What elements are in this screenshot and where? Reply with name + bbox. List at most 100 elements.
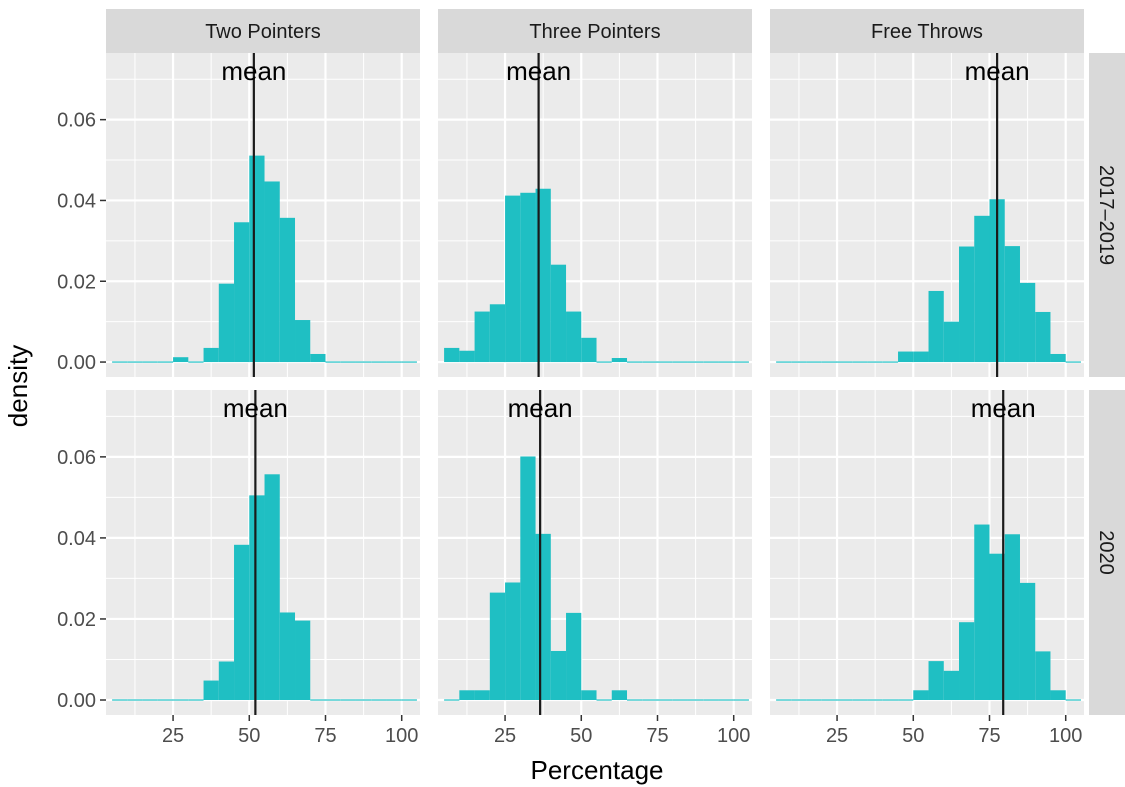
histogram-bar <box>218 283 235 363</box>
mean-label: mean <box>971 393 1036 423</box>
row-strip-label: 2017–2019 <box>1095 165 1117 265</box>
histogram-bar <box>386 361 402 363</box>
histogram-bar <box>340 699 356 701</box>
row-strip-label: 2020 <box>1095 530 1117 575</box>
y-tick-label: 0.06 <box>57 447 96 469</box>
histogram-bar <box>474 311 490 363</box>
facet-panel: mean <box>438 53 752 377</box>
histogram-bar <box>295 620 311 701</box>
histogram-bar <box>1050 353 1066 363</box>
histogram-bar <box>687 699 704 701</box>
histogram-bar <box>173 357 189 363</box>
y-axis-title: density <box>3 345 33 427</box>
histogram-bar <box>611 690 628 701</box>
histogram-bar <box>1004 246 1020 363</box>
facet-panel: mean <box>106 53 420 377</box>
x-tick-label: 25 <box>826 725 848 747</box>
histogram-bar <box>974 215 990 363</box>
histogram-bar <box>852 699 868 701</box>
axes-layer: 0.00 0.02 0.04 0.06 0.00 0.02 0.04 0.06 25 50 75 10… <box>57 110 1082 747</box>
facet-panel: mean <box>106 390 420 715</box>
histogram-bar <box>489 304 506 363</box>
panels-layer: Two Pointers Three Pointers Free Throws 201… <box>106 9 1125 715</box>
histogram-bar <box>596 699 612 701</box>
histogram-bar <box>520 192 536 363</box>
histogram-bar <box>882 699 899 701</box>
histogram-bar <box>401 361 417 363</box>
histogram-bar <box>127 699 143 701</box>
histogram-bar <box>355 361 372 363</box>
histogram-bar <box>989 553 1005 701</box>
column-strip-label: Two Pointers <box>205 21 321 43</box>
histogram-bar <box>687 361 704 363</box>
histogram-bar <box>566 612 582 701</box>
histogram-bar <box>566 311 582 363</box>
histogram-bar <box>295 320 311 363</box>
histogram-bar <box>264 474 280 701</box>
y-tick-label: 0.02 <box>57 609 96 631</box>
x-tick-label: 50 <box>902 725 924 747</box>
histogram-bar <box>943 321 960 363</box>
mean-label: mean <box>221 56 286 86</box>
histogram-bar <box>703 361 719 363</box>
mean-label: mean <box>223 393 288 423</box>
histogram-bar <box>550 264 567 363</box>
histogram-bar <box>837 699 853 701</box>
row-strip <box>1089 390 1125 715</box>
histogram-bar <box>837 361 853 363</box>
x-tick-label: 75 <box>978 725 1000 747</box>
y-tick-label: 0.00 <box>57 690 96 712</box>
column-strip <box>106 9 420 53</box>
histogram-bar <box>821 699 838 701</box>
histogram-bar <box>249 155 265 363</box>
histogram-bar <box>959 622 975 701</box>
histogram-bar <box>642 361 658 363</box>
histogram-bar <box>1004 534 1020 701</box>
column-strip-label: Three Pointers <box>529 21 660 43</box>
mean-label: mean <box>965 56 1030 86</box>
histogram-bar <box>1065 699 1081 701</box>
histogram-bar <box>867 699 883 701</box>
x-tick-label: 100 <box>385 725 418 747</box>
x-tick-label: 100 <box>1049 725 1082 747</box>
histogram-bar <box>913 351 929 363</box>
histogram-bar <box>489 592 506 701</box>
y-tick-label: 0.06 <box>57 110 96 132</box>
histogram-bar <box>581 337 597 363</box>
histogram-bar <box>882 361 899 363</box>
histogram-bar <box>733 699 749 701</box>
histogram-bar <box>505 582 521 701</box>
x-tick-label: 75 <box>646 725 668 747</box>
histogram-bar <box>959 246 975 363</box>
histogram-bar <box>627 699 643 701</box>
histogram-bar <box>1035 311 1051 363</box>
x-tick-label: 50 <box>238 725 260 747</box>
histogram-bar <box>444 347 460 363</box>
histogram-bar <box>672 699 688 701</box>
column-strip <box>770 9 1084 53</box>
histogram-bar <box>520 456 536 701</box>
histogram-bar <box>325 361 341 363</box>
histogram-bar <box>657 361 673 363</box>
column-strip <box>438 9 752 53</box>
histogram-bar <box>928 661 944 701</box>
histogram-bar <box>142 361 158 363</box>
histogram-bar <box>806 699 822 701</box>
histogram-bar <box>505 195 521 363</box>
histogram-bar <box>627 361 643 363</box>
histogram-bar <box>325 699 341 701</box>
histogram-bar <box>444 699 460 701</box>
histogram-bar <box>474 690 490 701</box>
y-tick-label: 0.04 <box>57 190 96 212</box>
histogram-bar <box>1035 651 1051 701</box>
column-strip-label: Free Throws <box>871 21 983 43</box>
histogram-bar <box>401 699 417 701</box>
histogram-bar <box>596 361 612 363</box>
histogram-bar <box>852 361 868 363</box>
histogram-bar <box>386 699 402 701</box>
x-tick-label: 100 <box>717 725 750 747</box>
histogram-bar <box>1019 282 1036 363</box>
histogram-bar <box>1050 690 1066 701</box>
histogram-bar <box>310 699 326 701</box>
